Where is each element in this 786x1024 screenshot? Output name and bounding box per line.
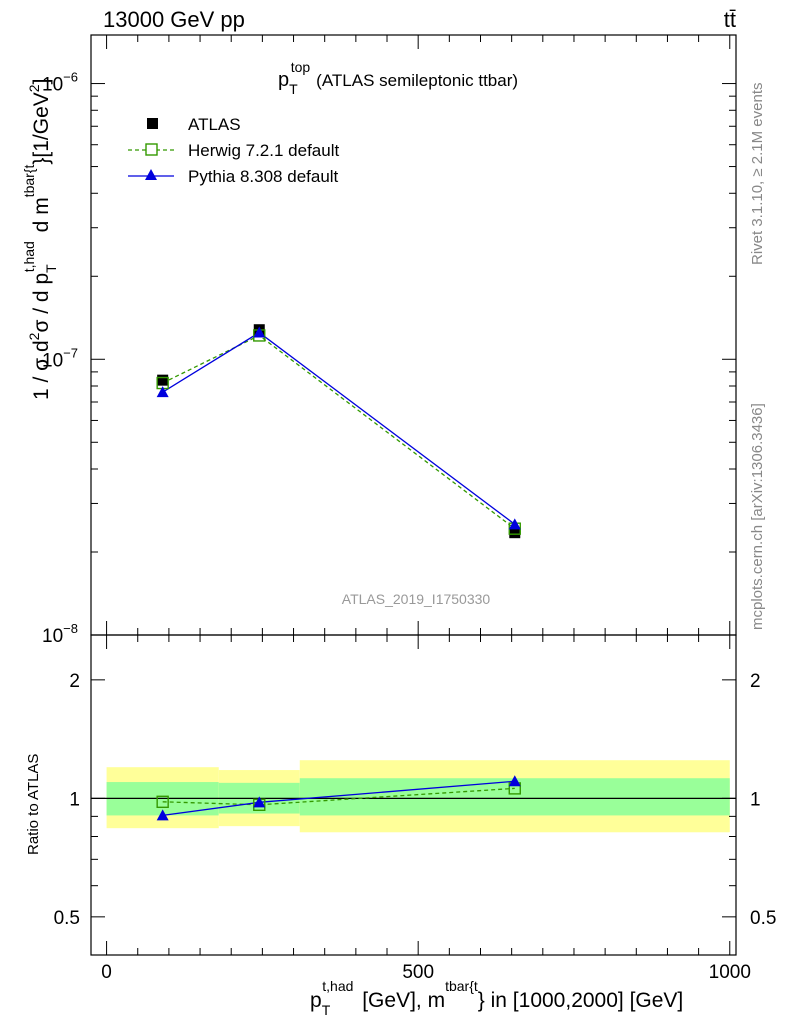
pythia-point [508, 518, 521, 530]
main-y-tick-exp: −7 [63, 345, 78, 360]
main-y-tick-label-2: 10−8 [42, 621, 78, 647]
ratio-y-tick-label-right-2: 0.5 [750, 908, 776, 929]
mcplots-label: mcplots.cern.ch [arXiv:1306.3436] [749, 403, 766, 630]
ratio-y-axis-label: Ratio to ATLAS [25, 754, 42, 855]
legend-label-pythia: Pythia 8.308 default [188, 167, 339, 186]
legend-marker-herwig [145, 143, 158, 156]
plot-title-sup: top [291, 59, 311, 75]
x-tick-label-2: 1000 [709, 962, 751, 983]
pythia-line [162, 331, 516, 525]
main-y-axis-label: 1 / σ d2σ / d pTt,had d mtbar{t}[1/GeV2] [21, 79, 59, 400]
ratio-pythia-point [508, 775, 521, 787]
main-series-group [156, 324, 521, 539]
plot-title-main: p [278, 69, 289, 91]
ratio-series-group [156, 775, 521, 821]
pythia-point [253, 326, 266, 338]
main-y-tick-base: 10 [42, 75, 63, 96]
herwig-line [162, 334, 516, 530]
x-tick-label-1: 500 [402, 962, 434, 983]
process-label: tt̄ [724, 7, 736, 32]
pythia-point [156, 386, 169, 398]
legend-marker-pythia [145, 169, 157, 180]
legend: ATLAS Herwig 7.2.1 default Pythia 8.308 … [128, 115, 339, 186]
main-axis-ticks: 10−610−710−8 [42, 35, 736, 647]
main-y-tick-base: 10 [42, 350, 63, 371]
main-y-tick-base: 10 [42, 626, 63, 647]
ratio-pythia-point [156, 809, 169, 821]
main-y-tick-label-0: 10−6 [42, 70, 78, 96]
ratio-y-tick-label-left-2: 0.5 [54, 908, 80, 929]
ratio-y-tick-label-right-0: 2 [750, 671, 761, 692]
ratio-uncertainty-bands [91, 760, 736, 833]
ratio-pythia-point [253, 796, 266, 808]
rivet-label: Rivet 3.1.10, ≥ 2.1M events [749, 83, 766, 266]
analysis-watermark: ATLAS_2019_I1750330 [342, 591, 491, 607]
x-axis-label: pTt,had [GeV], mtbar{t} in [1000,2000] [… [310, 978, 683, 1018]
ratio-y-tick-label-left-1: 1 [69, 789, 80, 810]
x-tick-label-0: 0 [101, 962, 112, 983]
legend-label-herwig: Herwig 7.2.1 default [188, 141, 339, 160]
legend-label-atlas: ATLAS [188, 115, 241, 134]
plot-title-sub: T [289, 81, 298, 97]
main-y-tick-exp: −6 [63, 70, 78, 85]
ratio-y-tick-label-left-0: 2 [69, 671, 80, 692]
energy-label: 13000 GeV pp [103, 7, 245, 32]
main-y-tick-label-1: 10−7 [42, 345, 78, 371]
atlas-point [157, 374, 169, 386]
atlas-point [509, 527, 521, 539]
ratio-herwig-point [156, 795, 169, 809]
plot-title: pTtop (ATLAS semileptonic ttbar) [278, 59, 518, 97]
ratio-plot-frame [90, 634, 737, 956]
plot-title-rest: (ATLAS semileptonic ttbar) [316, 71, 518, 90]
ratio-y-tick-label-right-1: 1 [750, 789, 761, 810]
main-y-tick-exp: −8 [63, 621, 78, 636]
ratio-axis-ticks: 2 2 1 1 0.5 0.5 0 500 1000 [54, 635, 776, 983]
legend-marker-atlas [147, 118, 158, 129]
ratio-herwig-line [162, 787, 515, 806]
